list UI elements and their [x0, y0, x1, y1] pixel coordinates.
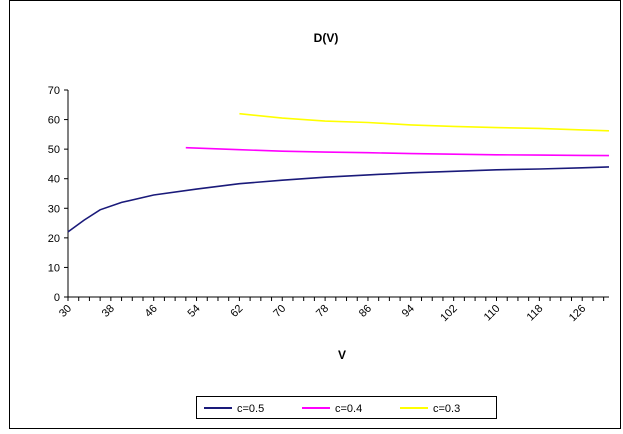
legend-label: c=0.3: [433, 403, 460, 415]
series-line-c-0-5: [67, 166, 610, 233]
y-tick-label: 70: [48, 85, 60, 97]
legend: c=0.5 c=0.4 c=0.3: [196, 396, 497, 419]
series-line-c-0-3: [239, 112, 610, 132]
legend-box: [196, 396, 497, 419]
series-layer: [67, 112, 610, 233]
y-tick-label: 40: [48, 174, 60, 186]
y-tick-label: 20: [48, 233, 60, 245]
legend-label: c=0.5: [237, 403, 264, 415]
y-tick-label: 0: [54, 292, 60, 304]
y-tick-label: 50: [48, 144, 60, 156]
chart-border: [9, 0, 621, 429]
x-axis-label: V: [338, 348, 346, 362]
series-line-c-0-4: [185, 146, 610, 157]
legend-label: c=0.4: [335, 403, 362, 415]
y-tick-label: 60: [48, 115, 60, 127]
y-tick-label: 10: [48, 262, 60, 274]
chart-title: D(V): [314, 31, 339, 45]
y-tick-label: 30: [48, 203, 60, 215]
